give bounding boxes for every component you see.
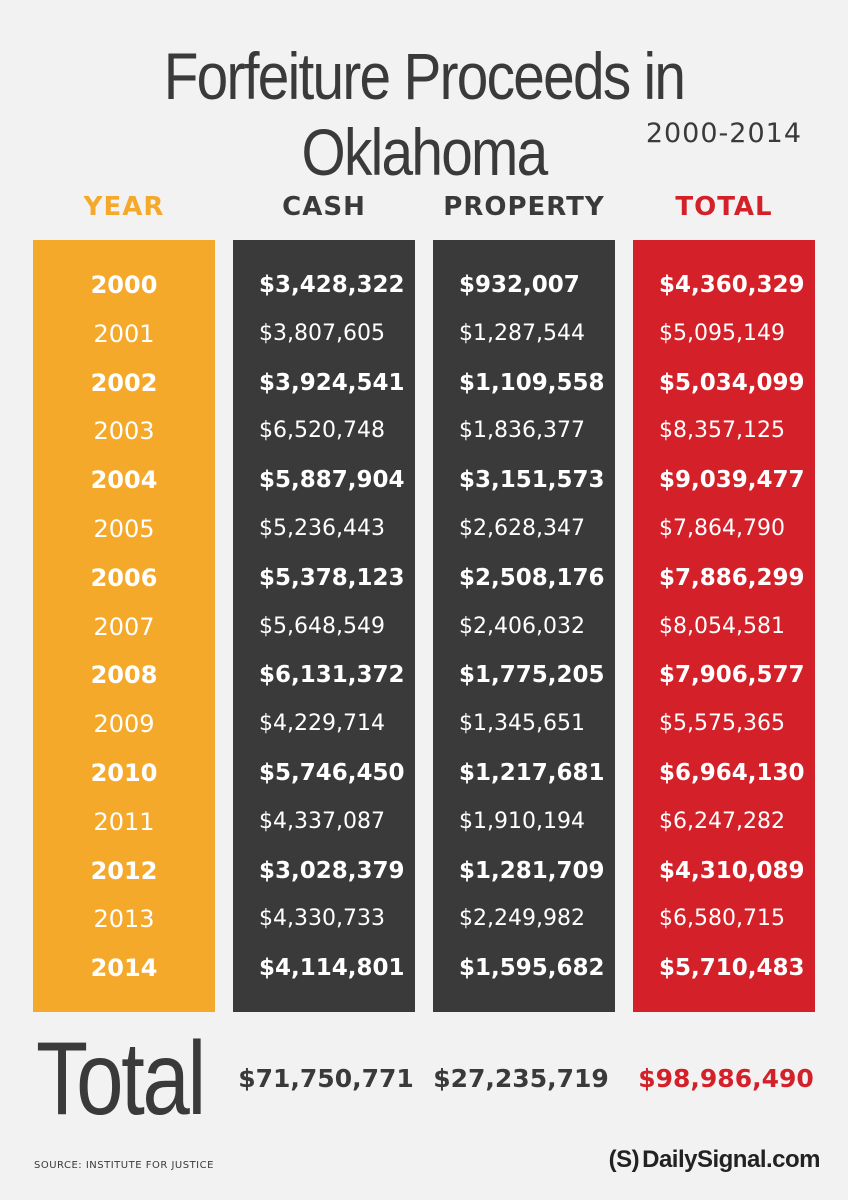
cash-cell-2009: $4,229,714 bbox=[259, 711, 385, 737]
year-cell-2009: 2009 bbox=[93, 710, 155, 739]
year-cell-2000: 2000 bbox=[90, 271, 158, 299]
total-cell-2012: $4,310,089 bbox=[659, 857, 805, 884]
page-title: Forfeiture Proceeds in Oklahoma bbox=[163, 39, 686, 189]
cash-cell-2003: $6,520,748 bbox=[259, 418, 385, 444]
grand-total: $98,986,490 bbox=[638, 1064, 814, 1093]
total-cell-2014: $5,710,483 bbox=[659, 955, 805, 982]
property-cell-2011: $1,910,194 bbox=[459, 808, 585, 834]
cash-cell-2005: $5,236,443 bbox=[259, 516, 385, 541]
total-cell-2008: $7,906,577 bbox=[659, 662, 805, 689]
property-cell-2000: $932,007 bbox=[459, 272, 580, 298]
property-cell-2003: $1,836,377 bbox=[459, 418, 585, 444]
property-cell-2013: $2,249,982 bbox=[459, 906, 585, 932]
property-cell-2014: $1,595,682 bbox=[459, 955, 605, 982]
cash-total: $71,750,771 bbox=[238, 1064, 414, 1093]
cash-cell-2004: $5,887,904 bbox=[259, 467, 405, 494]
total-cell-2013: $6,580,715 bbox=[659, 906, 785, 932]
cash-cell-2010: $5,746,450 bbox=[259, 760, 405, 786]
year-cell-2002: 2002 bbox=[90, 368, 158, 397]
cash-cell-2007: $5,648,549 bbox=[259, 613, 385, 639]
source-note: SOURCE: INSTITUTE FOR JUSTICE bbox=[34, 1160, 214, 1171]
cash-cell-2002: $3,924,541 bbox=[259, 369, 405, 396]
cash-cell-2001: $3,807,605 bbox=[259, 320, 385, 346]
cash-cell-2000: $3,428,322 bbox=[259, 272, 405, 298]
year-cell-2013: 2013 bbox=[93, 905, 155, 934]
property-cell-2004: $3,151,573 bbox=[459, 467, 605, 494]
property-cell-2012: $1,281,709 bbox=[459, 857, 605, 884]
page-subtitle: 2000-2014 bbox=[645, 118, 802, 149]
total-cell-2009: $5,575,365 bbox=[659, 711, 785, 737]
year-cell-2004: 2004 bbox=[90, 466, 158, 495]
cash-cell-2012: $3,028,379 bbox=[259, 857, 405, 884]
total-cell-2011: $6,247,282 bbox=[659, 808, 785, 834]
total-label: Total bbox=[36, 1021, 206, 1137]
total-cell-2001: $5,095,149 bbox=[659, 320, 785, 346]
cash-cell-2006: $5,378,123 bbox=[259, 564, 405, 591]
total-cell-2003: $8,357,125 bbox=[659, 418, 785, 444]
total-column: $4,360,329 $5,095,149 $5,034,099 $8,357,125… bbox=[633, 240, 815, 1012]
property-cell-2005: $2,628,347 bbox=[459, 516, 585, 541]
cash-cell-2011: $4,337,087 bbox=[259, 808, 385, 834]
year-header: YEAR bbox=[83, 192, 165, 222]
cash-column: $3,428,322 $3,807,605 $3,924,541 $6,520,748… bbox=[233, 240, 415, 1012]
brand-logo: (S) DailySignal.com bbox=[608, 1146, 821, 1174]
total-cell-2006: $7,886,299 bbox=[659, 564, 805, 591]
property-cell-2008: $1,775,205 bbox=[459, 662, 605, 689]
year-cell-2007: 2007 bbox=[93, 612, 155, 641]
year-cell-2006: 2006 bbox=[90, 563, 158, 592]
cash-header: CASH bbox=[282, 192, 366, 222]
property-cell-2010: $1,217,681 bbox=[459, 760, 605, 786]
cash-cell-2008: $6,131,372 bbox=[259, 662, 405, 689]
cash-cell-2014: $4,114,801 bbox=[259, 955, 405, 982]
total-cell-2010: $6,964,130 bbox=[659, 760, 805, 786]
total-cell-2000: $4,360,329 bbox=[659, 272, 805, 298]
property-cell-2009: $1,345,651 bbox=[459, 711, 585, 737]
property-cell-2007: $2,406,032 bbox=[459, 613, 585, 639]
total-cell-2004: $9,039,477 bbox=[659, 467, 805, 494]
total-cell-2005: $7,864,790 bbox=[659, 516, 785, 541]
property-column: $932,007 $1,287,544 $1,109,558 $1,836,377 $3… bbox=[433, 240, 615, 1012]
total-header: TOTAL bbox=[675, 192, 773, 222]
property-header: PROPERTY bbox=[443, 192, 605, 222]
property-cell-2002: $1,109,558 bbox=[459, 369, 605, 396]
year-cell-2005: 2005 bbox=[93, 515, 155, 543]
total-cell-2002: $5,034,099 bbox=[659, 369, 805, 396]
daily-signal-logo-icon: (S) bbox=[608, 1146, 640, 1173]
year-cell-2014: 2014 bbox=[90, 954, 158, 983]
year-cell-2003: 2003 bbox=[93, 417, 155, 446]
year-cell-2010: 2010 bbox=[90, 759, 158, 787]
year-cell-2008: 2008 bbox=[90, 661, 158, 690]
year-cell-2012: 2012 bbox=[90, 856, 158, 885]
year-cell-2001: 2001 bbox=[93, 319, 155, 348]
cash-cell-2013: $4,330,733 bbox=[259, 906, 385, 932]
brand-name: DailySignal.com bbox=[642, 1146, 820, 1173]
property-cell-2001: $1,287,544 bbox=[459, 320, 585, 346]
year-cell-2011: 2011 bbox=[93, 807, 155, 836]
property-total: $27,235,719 bbox=[433, 1064, 609, 1093]
total-cell-2007: $8,054,581 bbox=[659, 613, 785, 639]
property-cell-2006: $2,508,176 bbox=[459, 564, 605, 591]
year-column: 2000 2001 2002 2003 2004 2005 2006 2007 2008 2009… bbox=[33, 240, 215, 1012]
